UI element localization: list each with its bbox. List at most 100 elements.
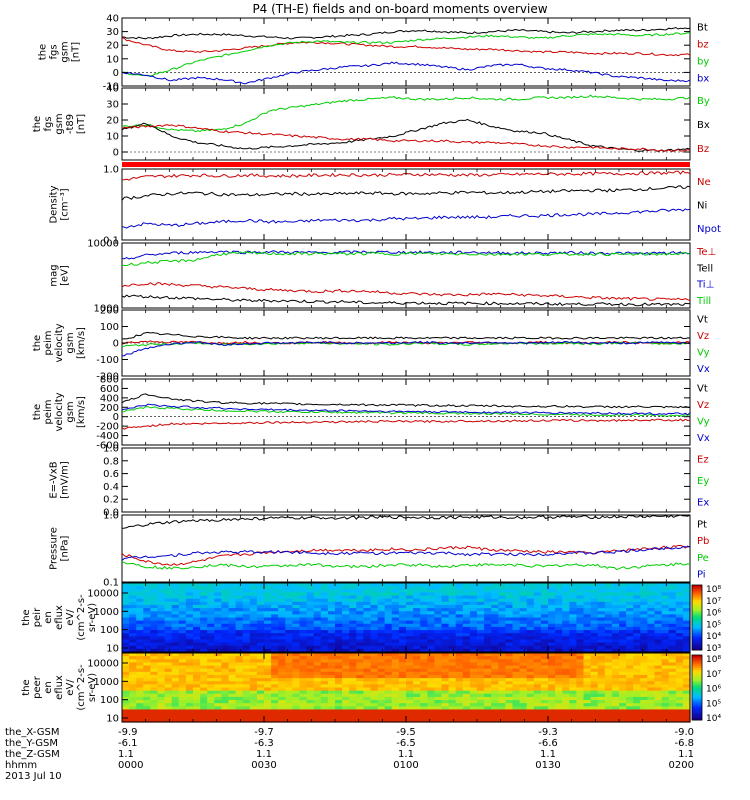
spectrogram-cell	[675, 592, 684, 597]
spectrogram-cell	[462, 696, 471, 701]
spectrogram-cell	[533, 709, 542, 714]
spectrogram-cell	[406, 626, 414, 631]
spectrogram-cell	[420, 589, 428, 594]
spectrogram-cell	[548, 595, 556, 600]
spectrogram-cell	[590, 623, 599, 628]
spectrogram-cell	[370, 656, 379, 660]
spectrogram-cell	[633, 583, 641, 587]
spectrogram-cell	[484, 678, 492, 682]
spectrogram-cell	[299, 626, 308, 631]
spectrogram-cell	[320, 671, 329, 676]
spectrogram-cell	[264, 681, 272, 685]
spectrogram-cell	[136, 668, 144, 673]
spectrogram-cell	[384, 687, 393, 692]
spectrogram-cell	[235, 665, 244, 670]
spectrogram-cell	[519, 636, 528, 641]
colorbar-segment	[692, 591, 702, 595]
spectrogram-cell	[533, 659, 542, 664]
spectrogram-cell	[526, 604, 535, 609]
spectrogram-cell	[264, 623, 272, 628]
spectrogram-cell	[611, 709, 620, 714]
colorbar-segment	[692, 628, 702, 631]
spectrogram-cell	[526, 614, 535, 619]
spectrogram-cell	[370, 712, 379, 717]
spectrogram-cell	[590, 659, 599, 664]
spectrogram-cell	[171, 678, 180, 682]
spectrogram-cell	[384, 642, 393, 647]
spectrogram-cell	[562, 630, 570, 634]
spectrogram-cell	[519, 684, 528, 689]
spectrogram-cell	[271, 681, 279, 685]
spectrogram-cell	[207, 604, 215, 609]
spectrogram-cell	[384, 659, 393, 664]
spectrogram-cell	[335, 706, 343, 711]
spectrogram-cell	[249, 620, 258, 625]
spectrogram-cell	[335, 653, 343, 657]
spectrogram-cell	[214, 586, 222, 590]
spectrogram-cell	[668, 656, 677, 660]
spectrogram-cell	[526, 623, 535, 628]
spectrogram-cell	[313, 696, 322, 701]
spectrogram-cell	[597, 648, 606, 653]
spectrogram-cell	[647, 712, 656, 717]
spectrogram-cell	[398, 690, 407, 695]
colorbar-segment	[692, 655, 702, 658]
spectrogram-cell	[221, 678, 230, 682]
spectrogram-cell	[406, 598, 414, 603]
spectrogram-cell	[171, 674, 180, 679]
spectrogram-cell	[171, 601, 180, 606]
spectrogram-cell	[604, 687, 613, 692]
spectrogram-cell	[143, 706, 151, 711]
spectrogram-cell	[164, 623, 173, 628]
spectrogram-cell	[228, 608, 237, 612]
spectrogram-cell	[548, 636, 556, 641]
spectrogram-cell	[178, 687, 187, 692]
spectrogram-cell	[214, 659, 222, 664]
spectrogram-cell	[519, 712, 528, 717]
spectrogram-cell	[171, 700, 180, 704]
spectrogram-cell	[342, 598, 350, 603]
spectrogram-cell	[171, 636, 180, 641]
spectrogram-cell	[462, 687, 471, 692]
spectrogram-cell	[555, 645, 563, 650]
spectrogram-cell	[264, 712, 272, 717]
spectrogram-cell	[178, 617, 187, 622]
spectrogram-cell	[462, 611, 471, 615]
spectrogram-cell	[185, 659, 194, 664]
spectrogram-cell	[228, 690, 237, 695]
spectrogram-cell	[235, 633, 244, 637]
spectrogram-cell	[413, 674, 421, 679]
spectrogram-cell	[214, 642, 222, 647]
spectrogram-cell	[356, 671, 364, 676]
spectrogram-cell	[391, 639, 400, 644]
spectrogram-cell	[597, 712, 606, 717]
spectrogram-cell	[569, 662, 577, 667]
spectrogram-cell	[427, 668, 435, 673]
spectrogram-cell	[278, 653, 286, 657]
spectrogram-cell	[164, 583, 173, 587]
spectrogram-cell	[292, 665, 301, 670]
spectrogram-cell	[320, 642, 329, 647]
spectrogram-cell	[548, 678, 556, 682]
spectrogram-cell	[512, 668, 521, 673]
y-tick-label: -600	[96, 441, 119, 452]
spectrogram-cell	[335, 718, 343, 723]
spectrogram-cell	[136, 626, 144, 631]
spectrogram-cell	[590, 617, 599, 622]
spectrogram-cell	[477, 684, 485, 689]
spectrogram-cell	[647, 656, 656, 660]
spectrogram-cell	[427, 586, 435, 590]
spectrogram-cell	[377, 611, 386, 615]
spectrogram-cell	[363, 715, 372, 720]
spectrogram-cell	[157, 706, 166, 711]
spectrogram-cell	[590, 636, 599, 641]
spectrogram-cell	[363, 636, 372, 641]
spectrogram-cell	[342, 601, 350, 606]
spectrogram-cell	[675, 656, 684, 660]
spectrogram-cell	[143, 614, 151, 619]
spectrogram-cell	[214, 718, 222, 723]
spectrogram-cell	[235, 693, 244, 698]
spectrogram-cell	[143, 586, 151, 590]
spectrogram-cell	[150, 645, 159, 650]
